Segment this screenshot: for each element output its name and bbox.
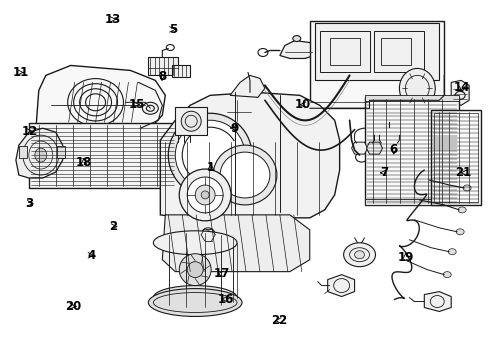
Text: 21: 21 [456,166,472,179]
Bar [148,58,178,75]
Ellipse shape [179,254,211,285]
Ellipse shape [148,289,242,316]
Ellipse shape [195,185,215,205]
Ellipse shape [187,262,203,278]
Bar [315,23,439,80]
Bar [365,97,459,205]
Text: 19: 19 [398,251,414,264]
Text: 15: 15 [128,98,145,111]
Text: 12: 12 [22,125,38,138]
Polygon shape [280,41,318,58]
Text: 5: 5 [169,23,177,36]
Ellipse shape [458,207,466,213]
Ellipse shape [153,285,237,310]
Text: 16: 16 [217,293,234,306]
Text: 13: 13 [105,13,122,26]
Ellipse shape [375,102,403,122]
Bar [374,31,424,72]
Ellipse shape [175,120,245,190]
Bar [172,66,190,77]
Text: 6: 6 [390,143,398,156]
Bar [431,110,481,205]
Ellipse shape [399,68,435,108]
Bar [434,113,478,202]
Polygon shape [162,215,310,272]
Ellipse shape [143,102,158,114]
Ellipse shape [187,177,223,213]
Ellipse shape [181,111,201,131]
Text: 7: 7 [380,166,388,179]
Ellipse shape [293,36,301,41]
Polygon shape [36,66,165,138]
Ellipse shape [168,113,252,197]
Polygon shape [424,292,451,311]
Polygon shape [16,128,63,178]
Bar [57,146,65,158]
Bar [19,146,27,158]
Text: 8: 8 [158,69,166,82]
Ellipse shape [201,191,209,199]
Ellipse shape [201,228,215,242]
Bar [382,37,412,66]
Ellipse shape [213,145,277,205]
Ellipse shape [463,185,471,191]
Ellipse shape [443,272,451,278]
Ellipse shape [355,251,365,259]
Text: 1: 1 [207,161,215,174]
Bar [29,123,176,188]
Bar [319,31,369,72]
Ellipse shape [343,243,375,267]
Ellipse shape [35,148,47,162]
Text: 10: 10 [294,98,311,111]
Polygon shape [160,92,340,218]
Ellipse shape [220,152,270,198]
Polygon shape [367,142,383,154]
Ellipse shape [153,231,237,255]
Bar [175,107,207,135]
Bar [225,100,253,122]
Polygon shape [352,142,368,154]
Text: 11: 11 [12,66,28,79]
Text: 20: 20 [65,300,81,313]
Text: 2: 2 [109,220,117,233]
Text: 9: 9 [230,122,239,135]
Bar [365,199,459,205]
Bar [330,37,360,66]
Polygon shape [328,275,355,297]
Text: 18: 18 [76,156,92,169]
Ellipse shape [456,229,464,235]
Text: 3: 3 [25,197,33,210]
Polygon shape [230,75,265,97]
Text: 14: 14 [454,81,470,94]
Text: 4: 4 [87,249,96,262]
Bar [310,21,444,108]
Text: 17: 17 [214,267,230,280]
Ellipse shape [448,249,456,255]
Ellipse shape [179,169,231,221]
Polygon shape [451,80,469,105]
Text: 22: 22 [271,314,287,327]
Bar [365,95,459,101]
